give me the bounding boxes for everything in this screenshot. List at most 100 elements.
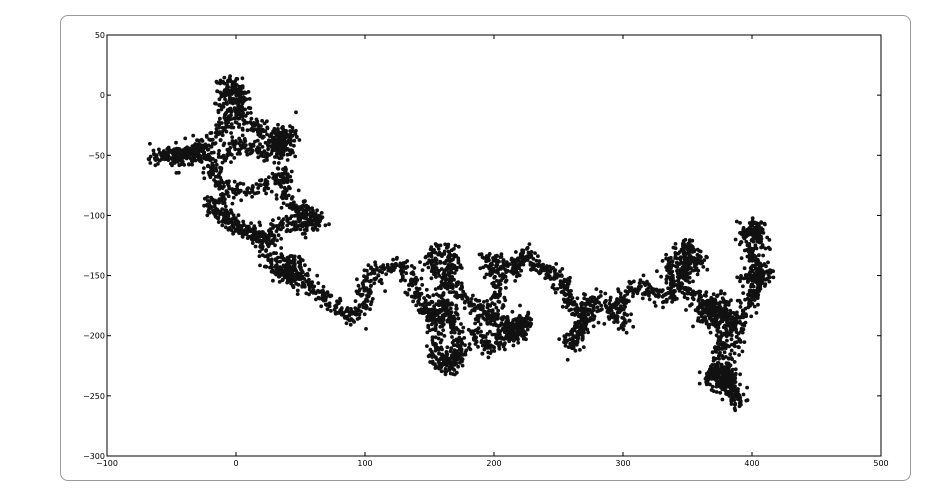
scatter-point xyxy=(631,291,636,296)
scatter-point xyxy=(471,293,475,298)
scatter-point xyxy=(212,209,217,214)
scatter-point xyxy=(259,178,264,182)
scatter-point xyxy=(210,137,215,142)
scatter-point xyxy=(281,201,286,206)
scatter-point xyxy=(276,255,280,260)
scatter-point xyxy=(722,350,727,355)
scatter-point xyxy=(285,223,290,228)
scatter-point xyxy=(433,348,438,353)
scatter-point xyxy=(449,310,454,314)
scatter-point xyxy=(177,150,182,155)
scatter-point xyxy=(729,329,734,334)
scatter-point xyxy=(496,330,501,335)
scatter-point xyxy=(429,322,434,327)
scatter-point xyxy=(246,147,251,152)
scatter-point xyxy=(299,268,304,273)
scatter-point xyxy=(766,276,771,280)
scatter-point xyxy=(285,172,290,177)
scatter-point xyxy=(483,263,488,268)
scatter-point xyxy=(721,356,725,361)
scatter-point xyxy=(273,258,278,262)
scatter-point xyxy=(626,285,631,290)
scatter-point xyxy=(461,352,465,357)
scatter-point xyxy=(427,258,432,263)
scatter-point xyxy=(290,129,295,134)
scatter-point xyxy=(199,143,203,148)
scatter-point xyxy=(263,178,268,182)
scatter-point xyxy=(615,320,620,324)
scatter-point xyxy=(453,326,457,331)
scatter-point xyxy=(357,289,361,293)
scatter-point xyxy=(259,183,263,188)
scatter-point xyxy=(310,223,315,227)
scatter-point xyxy=(296,282,301,287)
scatter-point xyxy=(490,332,495,337)
scatter-point xyxy=(568,275,572,280)
scatter-point xyxy=(422,310,427,315)
scatter-point xyxy=(379,277,383,282)
scatter-point xyxy=(268,230,273,235)
scatter-point xyxy=(282,139,286,144)
scatter-point xyxy=(265,182,270,186)
scatter-point xyxy=(592,314,597,319)
scatter-point xyxy=(148,161,153,165)
scatter-point xyxy=(451,350,456,355)
scatter-point xyxy=(599,303,604,308)
scatter-point xyxy=(296,217,301,222)
scatter-point xyxy=(705,267,710,272)
scatter-point xyxy=(276,179,280,184)
scatter-point xyxy=(414,275,418,280)
scatter-point xyxy=(304,216,309,221)
scatter-point xyxy=(552,287,557,291)
scatter-point xyxy=(474,339,479,344)
scatter-point xyxy=(525,258,530,262)
scatter-point xyxy=(485,299,489,303)
scatter-point xyxy=(232,116,237,121)
scatter-point xyxy=(707,369,712,374)
scatter-point xyxy=(292,213,297,218)
scatter-point xyxy=(716,329,721,334)
scatter-point xyxy=(595,305,600,310)
scatter-point xyxy=(283,165,288,170)
scatter-point xyxy=(637,281,642,286)
scatter-point xyxy=(666,259,671,263)
scatter-point xyxy=(490,301,495,305)
scatter-point xyxy=(412,266,417,270)
scatter-point xyxy=(356,283,361,288)
scatter-point xyxy=(316,289,321,294)
scatter-point xyxy=(747,288,752,293)
scatter-point xyxy=(244,192,249,197)
scatter-point xyxy=(240,105,245,110)
scatter-point xyxy=(536,254,540,258)
scatter-point xyxy=(437,351,441,356)
scatter-point xyxy=(571,327,576,332)
scatter-point xyxy=(209,151,214,155)
scatter-point xyxy=(161,151,166,156)
scatter-point xyxy=(742,234,747,238)
scatter-point xyxy=(232,156,237,160)
scatter-point xyxy=(623,289,628,293)
scatter-point xyxy=(218,116,222,121)
scatter-point xyxy=(174,140,178,145)
scatter-point xyxy=(745,385,749,390)
scatter-point xyxy=(457,331,462,336)
scatter-point xyxy=(565,357,570,362)
scatter-point xyxy=(495,341,500,345)
scatter-point xyxy=(728,375,732,379)
scatter-point xyxy=(355,277,359,282)
scatter-point xyxy=(722,291,727,296)
scatter-point xyxy=(452,254,456,258)
scatter-point xyxy=(768,268,772,273)
scatter-point xyxy=(439,267,444,271)
scatter-point xyxy=(749,238,754,243)
scatter-point xyxy=(588,296,593,300)
scatter-point xyxy=(276,122,280,127)
scatter-point xyxy=(593,298,598,303)
scatter-point xyxy=(602,322,607,326)
scatter-point xyxy=(249,150,254,155)
scatter-point xyxy=(281,217,286,222)
scatter-point xyxy=(503,347,507,352)
scatter-point xyxy=(208,199,212,204)
scatter-point xyxy=(446,262,451,267)
scatter-point xyxy=(491,267,496,271)
